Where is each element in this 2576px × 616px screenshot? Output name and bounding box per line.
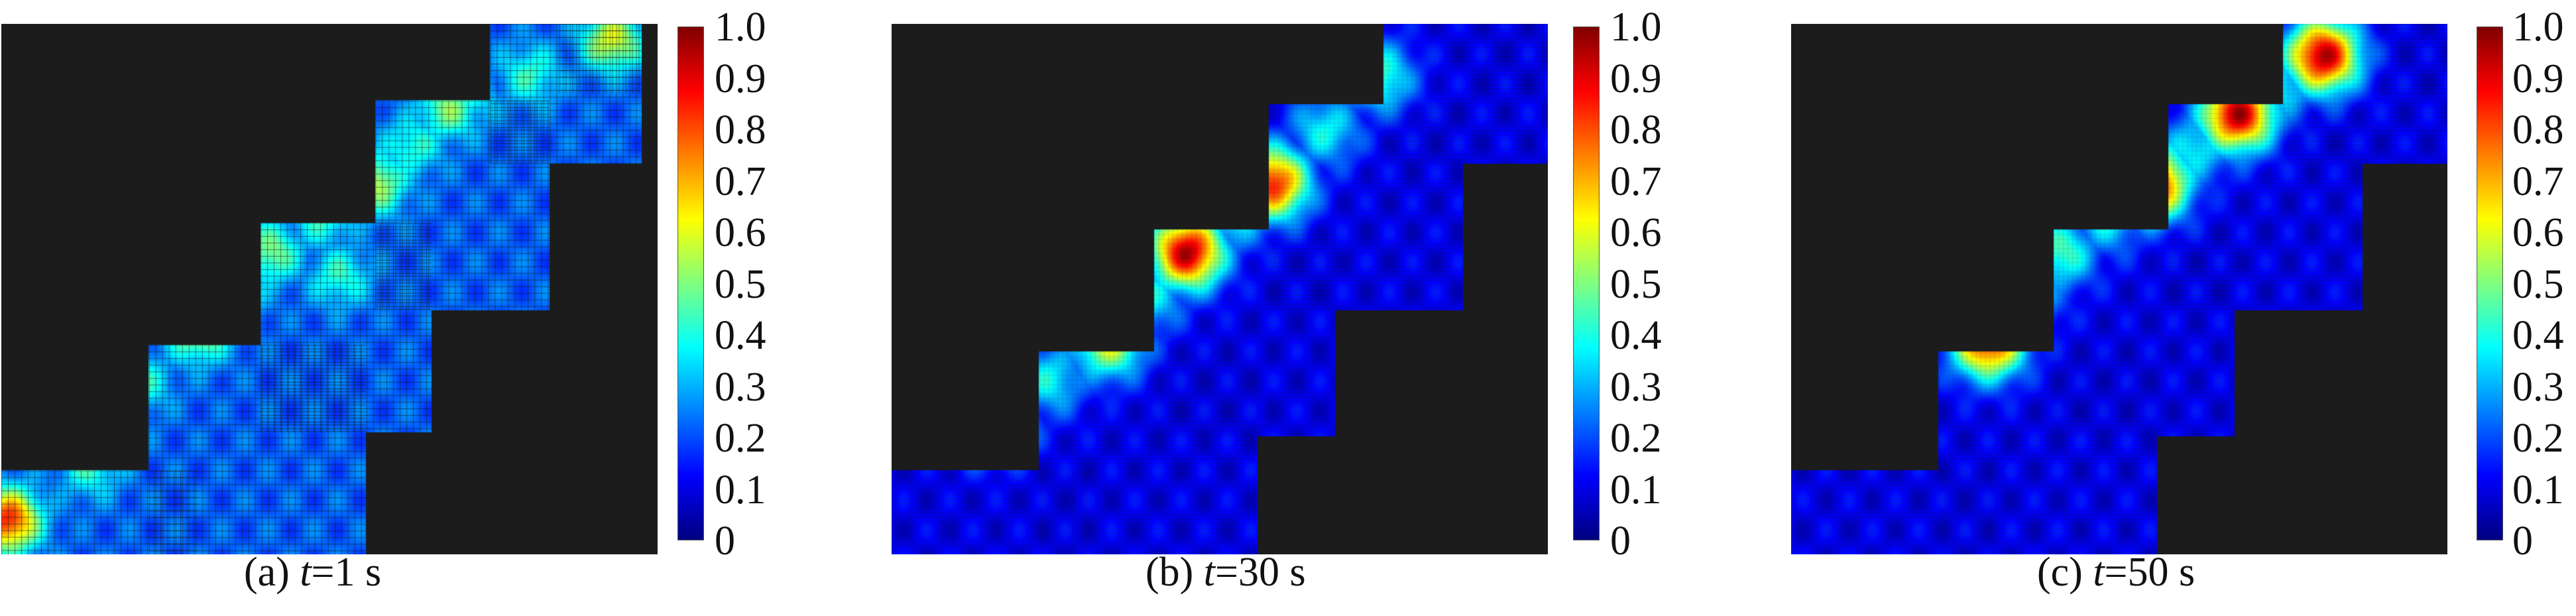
colorbar-tick-label: 1.0 [2512,5,2564,50]
heatmap-a [1,24,658,554]
colorbar-tick-label: 1.0 [715,5,766,50]
colorbar-tick-label: 0.5 [1610,261,1662,307]
panel-a: (a) t=1 s 1.0 0.9 0.8 0.7 0.6 0.5 0.4 0.3 0.2 0.1… [0,0,858,616]
caption-c: (c) t=50 s [2037,550,2195,595]
colorbar-tick-label: 0.1 [2512,467,2564,513]
colorbar-tick-label: 0.3 [1610,364,1662,410]
colorbar-tick-label: 0.8 [715,107,766,153]
colorbar-tick-label: 0.2 [1610,416,1662,461]
colorbar-tick-label: 0.1 [1610,467,1662,513]
colorbar-b [1573,27,1600,540]
colorbar-tick-label: 0.7 [715,158,766,204]
colorbar-tick-label: 0.6 [2512,210,2564,255]
colorbar-tick-label: 0.4 [1610,313,1662,358]
colorbar-tick-label: 0.5 [2512,261,2564,307]
panel-b: (b) t=30 s 1.0 0.9 0.8 0.7 0.6 0.5 0.4 0.3 0.2 0.… [858,0,1717,616]
colorbar-tick-label: 0.9 [715,56,766,101]
colorbar-tick-label: 0.2 [715,416,766,461]
heatmap-b [892,24,1548,554]
colorbar-tick-label: 0.8 [2512,107,2564,153]
colorbar-tick-label: 0.3 [715,364,766,410]
caption-a: (a) t=1 s [244,550,382,595]
heatmap-c [1791,24,2447,554]
colorbar-tick-label: 0 [1610,519,1631,564]
colorbar-a [677,27,704,540]
colorbar-tick-label: 0.1 [715,467,766,513]
colorbar-tick-label: 0.6 [715,210,766,255]
colorbar-tick-label: 1.0 [1610,5,1662,50]
colorbar-tick-label: 0.6 [1610,210,1662,255]
colorbar-tick-label: 0 [715,519,735,564]
colorbar-tick-label: 0 [2512,519,2533,564]
colorbar-tick-label: 0.2 [2512,416,2564,461]
caption-b: (b) t=30 s [1145,550,1306,595]
colorbar-tick-label: 0.7 [1610,158,1662,204]
colorbar-tick-label: 0.7 [2512,158,2564,204]
colorbar-tick-label: 0.9 [1610,56,1662,101]
colorbar-tick-label: 0.4 [2512,313,2564,358]
colorbar-tick-label: 0.3 [2512,364,2564,410]
colorbar-c [2477,27,2503,540]
colorbar-tick-label: 0.4 [715,313,766,358]
colorbar-tick-label: 0.8 [1610,107,1662,153]
colorbar-tick-label: 0.9 [2512,56,2564,101]
colorbar-tick-label: 0.5 [715,261,766,307]
panel-c: (c) t=50 s 1.0 0.9 0.8 0.7 0.6 0.5 0.4 0.3 0.2 0.… [1717,0,2575,616]
